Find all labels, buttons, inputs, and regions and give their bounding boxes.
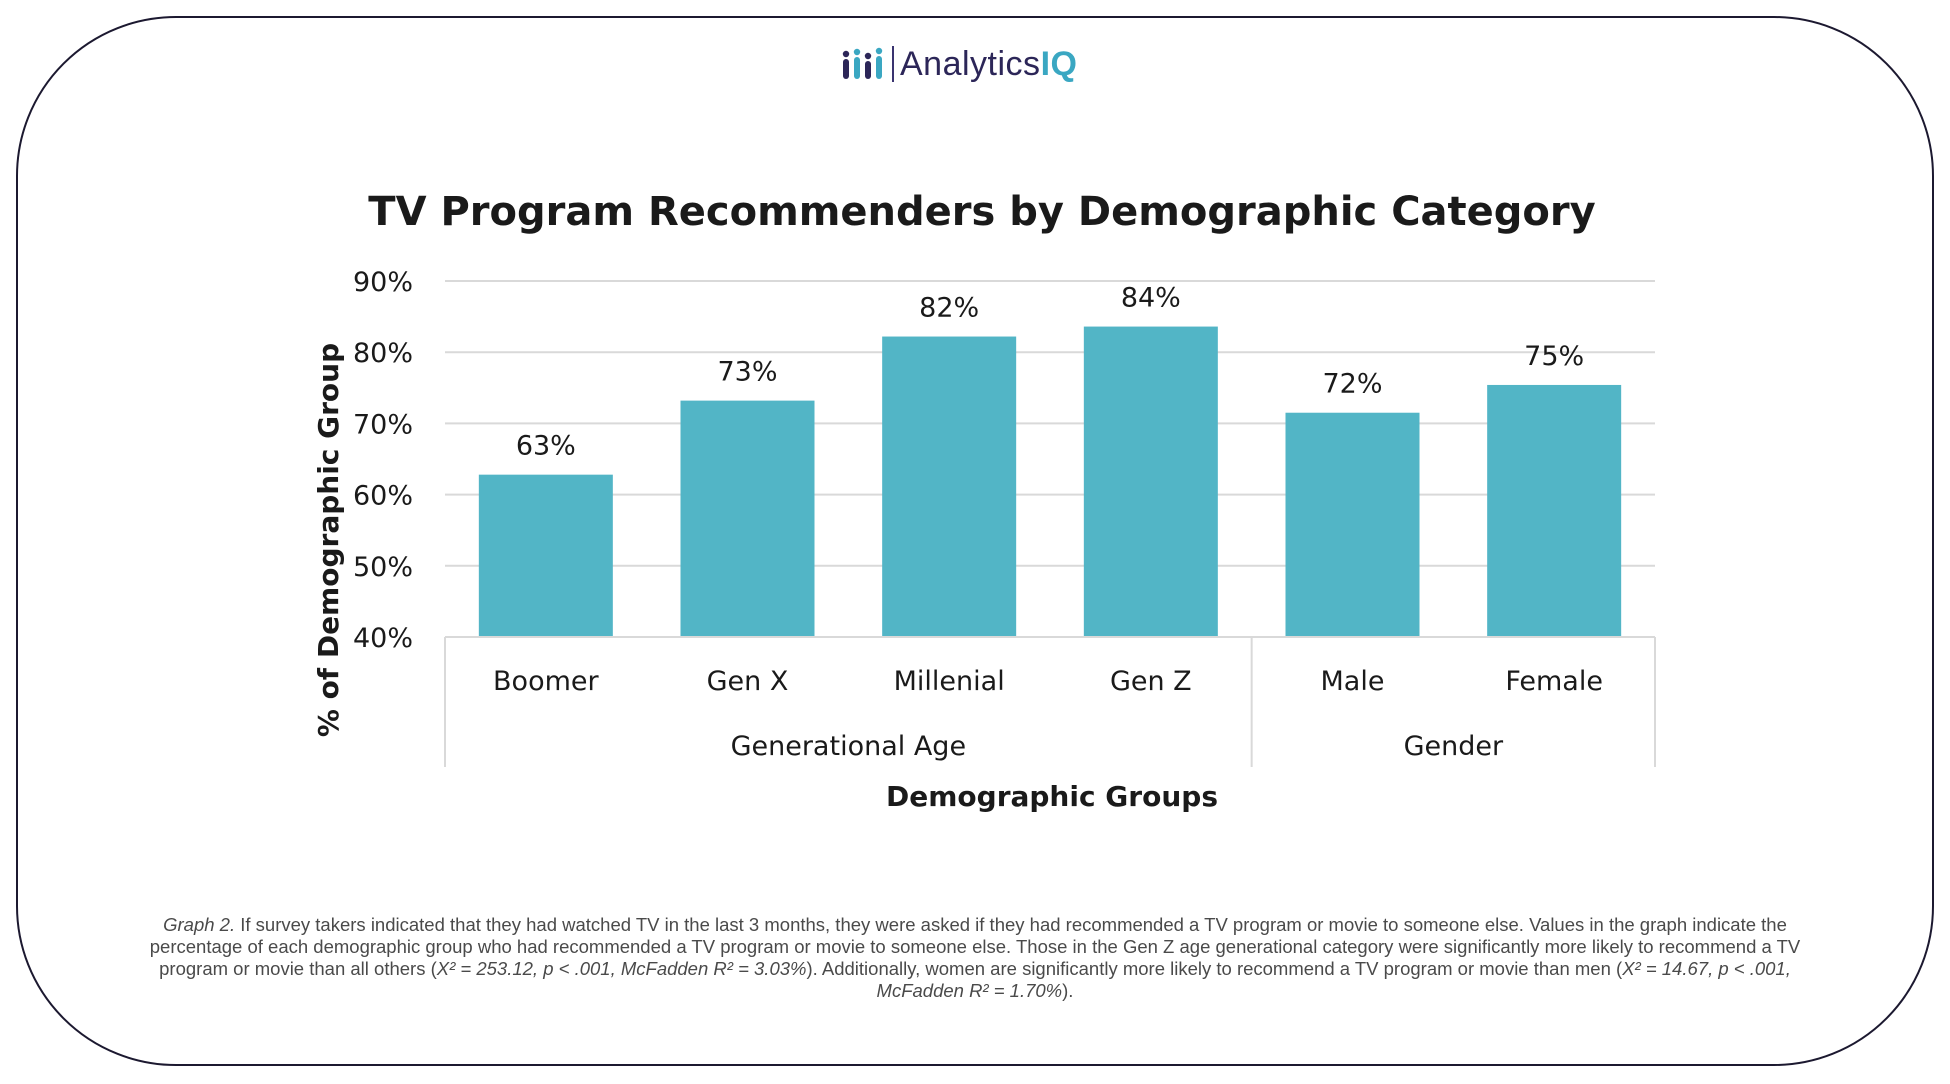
y-tick-label: 90% [353, 267, 413, 298]
chart-title: TV Program Recommenders by Demographic C… [368, 189, 1595, 235]
x-tick-label: Boomer [493, 666, 599, 697]
bar [882, 336, 1017, 637]
caption-stat2: X² = 14.67, p < .001, [1622, 958, 1791, 979]
x-tick-label: Millenial [894, 666, 1005, 697]
gridlines [445, 280, 1655, 567]
y-tick-label: 80% [353, 338, 413, 369]
data-label: 63% [516, 431, 576, 462]
caption-part1: If survey takers indicated that they had… [149, 914, 1801, 979]
bar [680, 400, 815, 637]
y-axis-ticks: 40% 50% 60% 70% 80% 90% [353, 267, 413, 654]
x-tick-label: Male [1321, 666, 1385, 697]
x-axis-label: Demographic Groups [886, 780, 1218, 813]
group-label: Gender [1404, 731, 1504, 762]
bar [478, 474, 613, 637]
data-label: 73% [717, 357, 777, 388]
bar [1083, 326, 1218, 637]
data-label: 72% [1322, 369, 1382, 400]
people-group-icon [842, 47, 883, 79]
x-tick-label: Female [1505, 666, 1603, 697]
caption-lead: Graph 2. [163, 914, 236, 935]
x-tick-label: Gen Z [1110, 666, 1192, 697]
caption-part2: ). Additionally, women are significantly… [806, 958, 1623, 979]
analyticsiq-logo: AnalyticsIQ [840, 44, 1077, 84]
data-label: 82% [919, 293, 979, 324]
chart-caption: Graph 2. If survey takers indicated that… [120, 914, 1830, 1002]
caption-mcfadden1: McFadden R² = 3.03% [620, 958, 807, 979]
bar [1487, 384, 1622, 637]
logo-divider [892, 46, 894, 82]
group-label: Generational Age [731, 731, 966, 762]
x-axis: Boomer Gen X Millenial Gen Z Male Female Gener… [444, 636, 1656, 767]
x-tick-label: Gen X [707, 666, 789, 697]
y-tick-label: 60% [353, 481, 413, 512]
y-tick-label: 50% [353, 552, 413, 583]
bar-chart: TV Program Recommenders by Demographic C… [312, 189, 1656, 813]
data-labels: 63% 73% 82% 84% 72% 75% [516, 283, 1584, 462]
caption-mcfadden2: McFadden R² = 1.70% [876, 980, 1063, 1001]
caption-stat1: X² = 253.12, p < .001, [436, 958, 621, 979]
y-axis-label: % of Demographic Group [312, 343, 345, 737]
logo-suffix: IQ [1040, 44, 1078, 83]
logo-name: Analytics [900, 44, 1041, 83]
caption-part3: ). [1062, 980, 1074, 1001]
y-tick-label: 70% [353, 409, 413, 440]
bar [1285, 412, 1420, 637]
y-tick-label: 40% [353, 623, 413, 654]
data-label: 75% [1524, 341, 1584, 372]
bars [478, 326, 1622, 637]
data-label: 84% [1121, 283, 1181, 314]
logo-wordmark: AnalyticsIQ [900, 45, 1077, 84]
